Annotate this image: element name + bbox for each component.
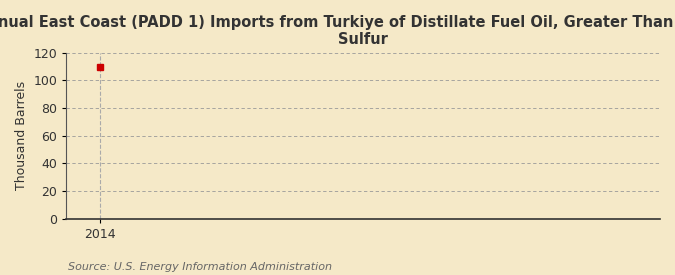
Text: Source: U.S. Energy Information Administration: Source: U.S. Energy Information Administ… (68, 262, 331, 272)
Y-axis label: Thousand Barrels: Thousand Barrels (15, 81, 28, 190)
Title: Annual East Coast (PADD 1) Imports from Turkiye of Distillate Fuel Oil, Greater : Annual East Coast (PADD 1) Imports from … (0, 15, 675, 47)
